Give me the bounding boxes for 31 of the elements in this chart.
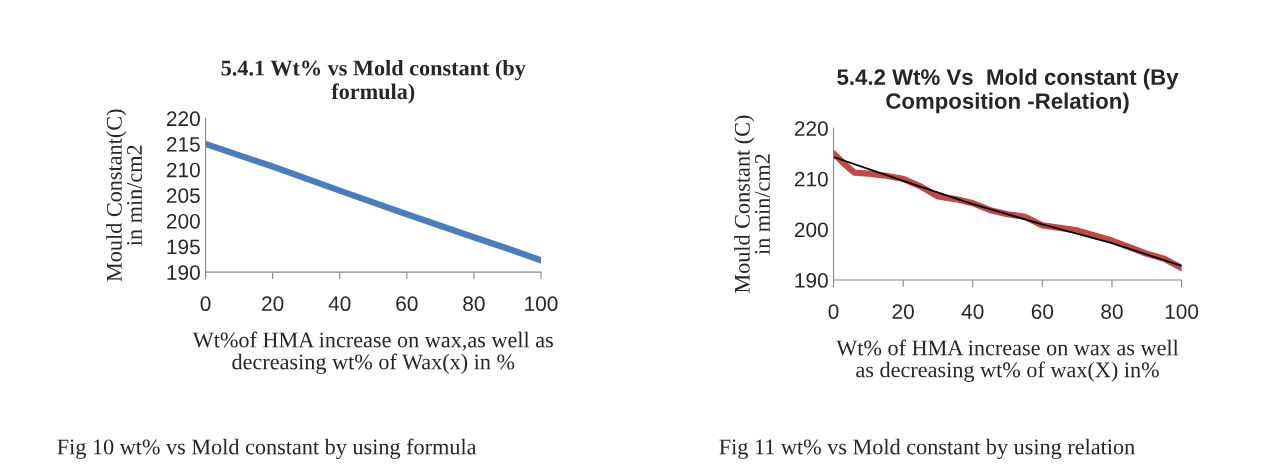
y-tick-label: 220 <box>166 111 200 127</box>
y-tick-label: 190 <box>795 273 828 288</box>
x-tick-label: 60 <box>396 296 418 312</box>
chart-title: 5.4.1 Wt% vs Mold constant (by formula) <box>221 59 526 104</box>
y-tick-label: 195 <box>167 239 200 255</box>
y-axis-title: Mould Constant(C) in min/cm2 <box>106 109 142 282</box>
x-tick-label: 100 <box>525 296 558 312</box>
x-tick-label: 80 <box>1101 304 1123 319</box>
y-tick-label: 200 <box>794 222 828 238</box>
y-tick-label: 205 <box>166 188 200 204</box>
y-tick-label: 190 <box>167 265 200 280</box>
y-axis-title: Mould Constant (C) in min/cm2 <box>734 115 770 293</box>
x-tick-label: 60 <box>1031 304 1054 319</box>
x-tick-label: 20 <box>892 304 914 319</box>
caption: Fig 11 wt% vs Mold constant by using relation <box>719 438 1135 460</box>
x-tick-label: 100 <box>1165 304 1199 319</box>
x-tick-label: 40 <box>328 296 351 312</box>
x-tick-label: 0 <box>200 296 211 312</box>
caption: Fig 10 wt% vs Mold constant by using formula <box>57 438 477 460</box>
x-tick-label: 40 <box>961 304 984 319</box>
y-tick-label: 215 <box>166 137 200 152</box>
x-tick-label: 80 <box>463 296 485 312</box>
x-tick-label: 0 <box>828 304 839 319</box>
chart-title: 5.4.2 Wt% Vs Mold constant (By Composition -Relation) <box>837 68 1179 114</box>
y-tick-label: 210 <box>166 162 200 178</box>
y-tick-label: 210 <box>794 171 828 187</box>
y-tick-label: 200 <box>166 213 200 229</box>
x-axis-title: Wt% of HMA increase on wax as well as decreasing wt% of wax(X) in% <box>836 339 1179 382</box>
y-tick-label: 220 <box>794 121 828 136</box>
x-axis-title: Wt%of HMA increase on wax,as well as decreasing wt% of Wax(x) in % <box>192 331 553 374</box>
x-tick-label: 20 <box>262 296 284 312</box>
